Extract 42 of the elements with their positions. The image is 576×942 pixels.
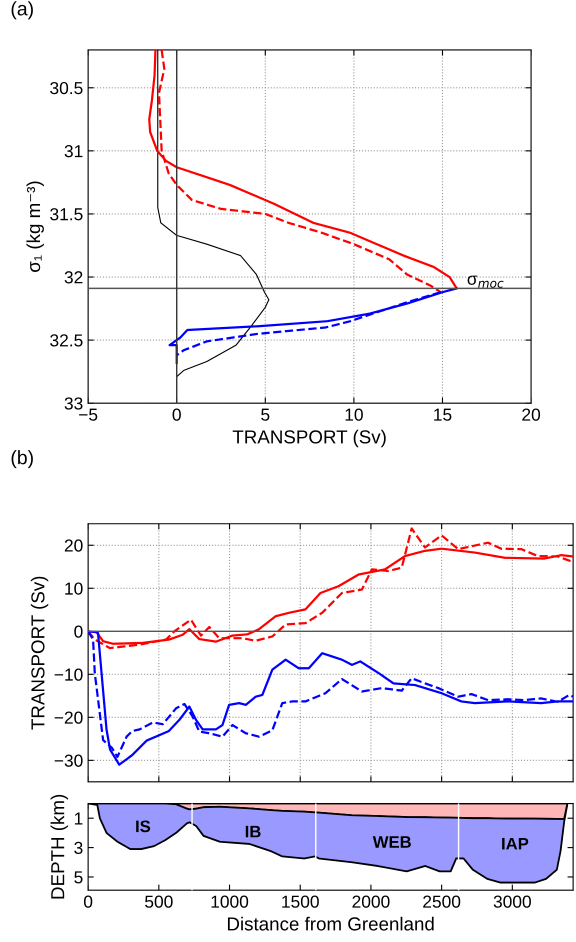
x-tick-label: −5 — [79, 408, 98, 421]
y-tick-label: 31.5 — [50, 208, 83, 220]
ref-line-label: σ$_{moc}$ — [468, 276, 504, 288]
annotation: IB — [246, 826, 261, 838]
y-tick-label: −30 — [54, 754, 83, 767]
chart-title: (b) — [12, 450, 33, 468]
y-tick-label: 5 — [74, 871, 83, 884]
y-axis-title: σ₁ (kg m⁻³) — [26, 182, 44, 272]
x-tick-label: 10 — [346, 408, 363, 421]
x-tick-label: 20 — [522, 408, 540, 421]
x-tick-label: 500 — [145, 896, 173, 908]
x-tick-label: 3000 — [494, 896, 531, 908]
x-tick-label: 2000 — [352, 896, 390, 908]
x-axis-title: Distance from Greenland — [228, 916, 434, 931]
x-tick-label: 0 — [84, 896, 92, 908]
x-tick-label: 5 — [261, 408, 270, 421]
annotation: IS — [136, 820, 150, 832]
annotation: WEB — [372, 836, 411, 848]
line-series — [176, 291, 442, 356]
y-tick-label: 0 — [74, 625, 83, 638]
annotation: IAP — [502, 838, 528, 850]
y-tick-label: −20 — [54, 712, 83, 724]
y-tick-label: 33 — [64, 397, 83, 410]
y-axis-title: TRANSPORT (Sv) — [30, 576, 48, 730]
line-series — [168, 287, 458, 364]
x-tick-label: 1500 — [282, 896, 319, 908]
y-tick-label: 32 — [64, 271, 82, 284]
y-tick-label: 20 — [64, 539, 83, 552]
chart-title: (a) — [12, 1, 33, 20]
x-tick-label: 1000 — [212, 896, 248, 908]
x-axis-title: TRANSPORT (Sv) — [232, 430, 386, 448]
y-tick-label: 10 — [65, 582, 83, 595]
x-tick-label: 2500 — [423, 896, 460, 908]
y-axis-title: DEPTH (km) — [50, 794, 68, 898]
y-tick-label: 1 — [74, 812, 82, 825]
y-tick-label: 30.5 — [50, 82, 83, 94]
x-tick-label: 15 — [434, 408, 452, 421]
y-tick-label: 3 — [74, 842, 83, 854]
y-tick-label: −10 — [54, 668, 83, 681]
y-tick-label: 31 — [64, 145, 82, 158]
x-tick-label: 0 — [172, 408, 181, 421]
y-tick-label: 32.5 — [50, 334, 83, 347]
